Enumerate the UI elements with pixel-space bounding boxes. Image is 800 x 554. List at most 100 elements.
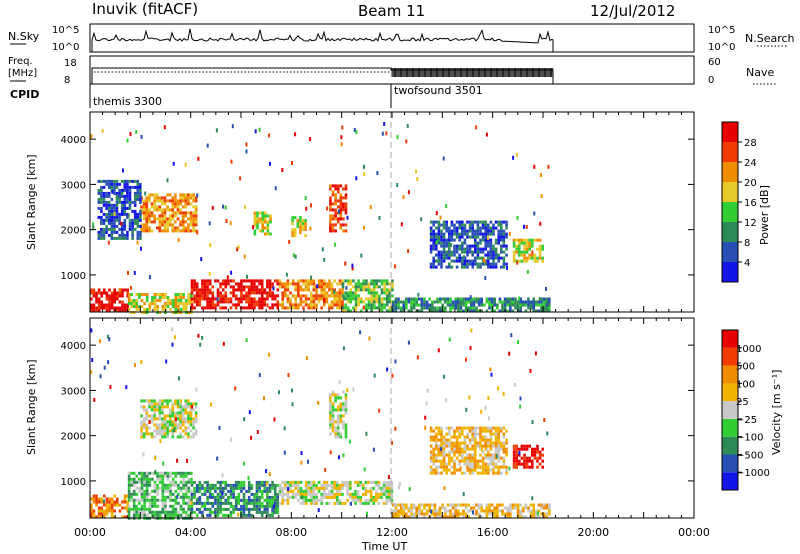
heatmap-cell: [127, 471, 131, 475]
heatmap-cell: [189, 435, 193, 439]
heatmap-cell: [293, 216, 297, 220]
heatmap-cell: [390, 492, 394, 496]
heatmap-cell: [479, 453, 482, 457]
heatmap-cell: [500, 247, 503, 251]
nsky-frame: [89, 23, 695, 53]
heatmap-cell: [187, 411, 190, 415]
heatmap-cell: [161, 492, 165, 496]
y-tick-label: 3000: [61, 386, 86, 397]
heatmap-cell: [346, 300, 350, 304]
heatmap-cell: [211, 294, 215, 298]
heatmap-cell: [444, 306, 447, 310]
heatmap-cell: [429, 453, 433, 457]
heatmap-cell: [219, 489, 222, 493]
heatmap-cell: [441, 503, 444, 507]
heatmap-cell: [432, 462, 435, 466]
heatmap-cell: [377, 492, 381, 496]
heatmap-cell: [168, 429, 172, 433]
heatmap-cell: [485, 506, 489, 510]
heatmap-cell: [464, 515, 468, 519]
heatmap-cell: [268, 501, 272, 505]
heatmap-cell: [226, 275, 229, 280]
heatmap-cell: [520, 253, 524, 257]
heatmap-cell: [445, 250, 448, 254]
heatmap-cell: [500, 235, 503, 239]
heatmap-cell: [342, 406, 345, 411]
heatmap-cell: [331, 423, 335, 427]
heatmap-cell: [123, 188, 127, 192]
heatmap-cell: [148, 208, 151, 212]
heatmap-cell: [391, 279, 394, 283]
heatmap-cell: [286, 480, 290, 484]
heatmap-cell: [342, 420, 345, 424]
heatmap-cell: [455, 259, 459, 263]
heatmap-cell: [168, 217, 172, 221]
heatmap-cell: [142, 452, 145, 457]
heatmap-cell: [276, 300, 280, 304]
heatmap-cell: [236, 247, 239, 252]
heatmap-cell: [158, 471, 162, 475]
heatmap-cell: [458, 462, 461, 466]
heatmap-cell: [467, 503, 470, 507]
heatmap-cell: [394, 512, 398, 516]
heatmap-cell: [126, 185, 129, 189]
heatmap-cell: [232, 495, 235, 499]
heatmap-cell: [164, 507, 167, 511]
colorbar-tick-label: 8: [744, 238, 750, 249]
heatmap-cell: [118, 306, 122, 310]
heatmap-cell: [258, 127, 261, 132]
heatmap-cell: [429, 244, 433, 248]
heatmap-cell: [407, 190, 410, 195]
heatmap-cell: [342, 223, 345, 227]
heatmap-cell: [203, 285, 207, 289]
heatmap-cell: [331, 190, 335, 194]
heatmap-cell: [120, 212, 124, 216]
heatmap-cell: [512, 244, 516, 248]
heatmap-cell: [476, 471, 480, 475]
heatmap-cell: [302, 288, 305, 292]
colorbar-tick-label: 4: [744, 258, 750, 269]
heatmap-cell: [263, 297, 267, 301]
heatmap-cell: [487, 429, 490, 433]
heatmap-cell: [103, 512, 106, 516]
heatmap-cell: [356, 498, 360, 502]
heatmap-cell: [402, 195, 405, 200]
y-tick-label: 3000: [61, 180, 86, 191]
heatmap-cell: [151, 513, 154, 517]
heatmap-cell: [108, 306, 111, 310]
heatmap-cell: [242, 483, 246, 487]
heatmap-cell: [484, 223, 487, 227]
heatmap-cell: [100, 185, 103, 189]
heatmap-cell: [481, 456, 485, 460]
heatmap-cell: [375, 306, 379, 310]
heatmap-cell: [196, 497, 199, 502]
heatmap-cell: [229, 495, 233, 499]
heatmap-cell: [357, 288, 360, 292]
heatmap-cell: [342, 346, 345, 351]
heatmap-cell: [351, 495, 355, 499]
heatmap-cell: [523, 459, 526, 463]
heatmap-cell: [294, 480, 297, 484]
heatmap-cell: [291, 219, 294, 223]
heatmap-cell: [91, 358, 94, 362]
heatmap-cell: [388, 486, 391, 490]
heatmap-cell: [528, 459, 531, 463]
heatmap-cell: [122, 168, 124, 173]
heatmap-cell: [442, 259, 446, 263]
heatmap-cell: [522, 506, 525, 510]
heatmap-cell: [105, 191, 108, 195]
heatmap-cell: [151, 302, 154, 305]
heatmap-cell: [110, 236, 114, 240]
heatmap-cell: [455, 232, 459, 236]
heatmap-cell: [440, 435, 443, 439]
heatmap-cell: [346, 309, 350, 313]
heatmap-cell: [437, 226, 441, 230]
heatmap-cell: [192, 226, 195, 230]
heatmap-cell: [206, 486, 209, 490]
heatmap-cell: [194, 429, 198, 433]
heatmap-cell: [437, 429, 441, 433]
heatmap-cell: [472, 306, 476, 310]
heatmap-cell: [431, 509, 434, 513]
heatmap-cell: [492, 262, 495, 266]
